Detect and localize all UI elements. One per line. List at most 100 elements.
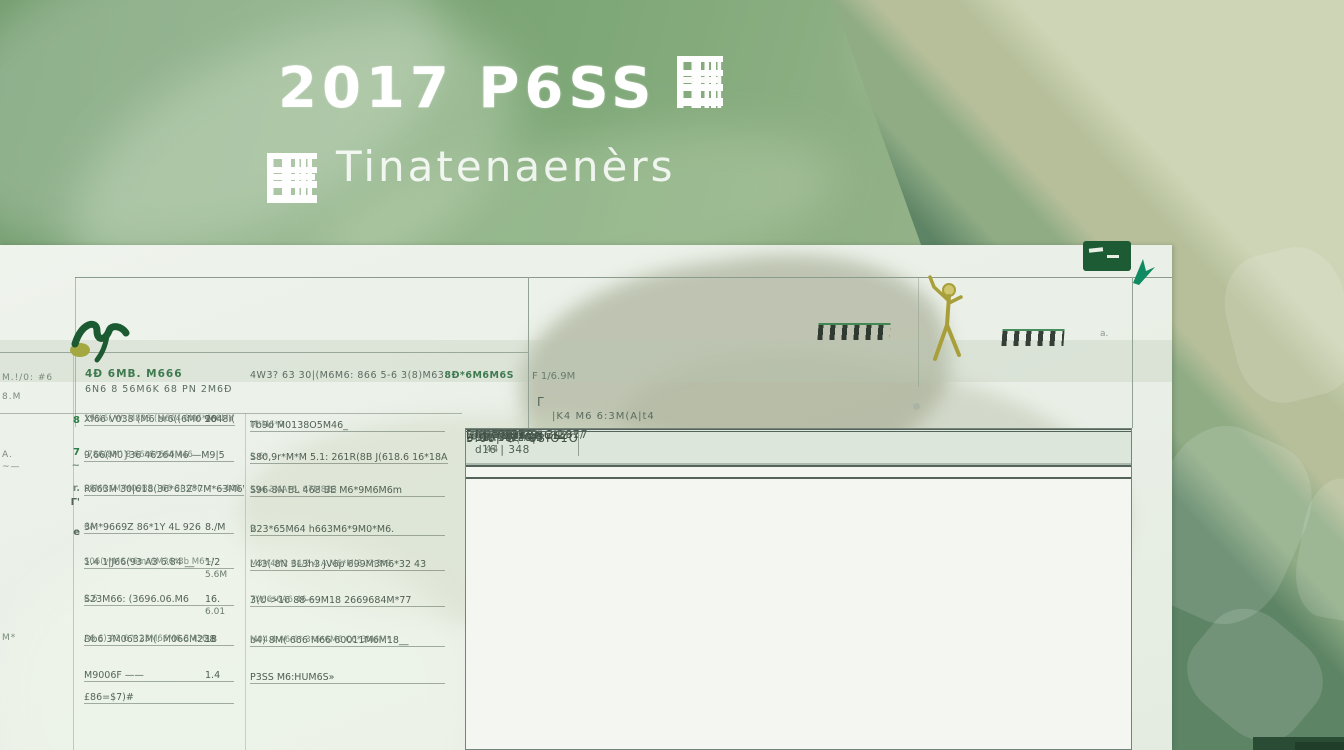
row-main-text: S80,9r*M*M 5.1: 261R(8B J(618.6 16*18A — [250, 452, 448, 464]
row-sub-text: M3M4M2 64/2 4 A M6*M(3 Xh3*9 — [250, 559, 392, 569]
row-marker: 7 — [73, 447, 80, 458]
row-main-text: b4) 8M( 666 M66 60011M6M18__ — [250, 635, 445, 647]
row-sub-text: M*M6*9 — [250, 420, 284, 430]
inner-table-cell: 4.3 — [488, 429, 506, 440]
row-sub-text: S06(v*M6 *6m*6M36*3b M6*-' — [84, 557, 215, 567]
inner-table-cell: 9F6. 44 — [485, 432, 509, 455]
row-sub-text: 9 — [250, 524, 256, 534]
title-year-text: 2017 P6SS — [278, 56, 657, 121]
page-title: 2017 P6SS — [278, 56, 723, 121]
column-divider — [918, 277, 919, 387]
glyph-cluster — [817, 323, 891, 340]
row-marker: r. — [72, 483, 80, 494]
left-table-header-line1: 4Ð 6MB. M666 — [85, 368, 183, 380]
inner-table-cell: 41-8 584 — [466, 429, 579, 441]
inner-table-row: 31..—(2#U d16 | 348 9F6. 44 3:00| G7 U8IO1… — [466, 429, 1131, 485]
left-strip-divider — [73, 352, 74, 750]
table-right-border — [1132, 277, 1133, 428]
row-main-text: L43(-8N 3L3h3 JV6p 699M3M6*32 43 — [250, 559, 445, 571]
header-divider-line — [0, 352, 528, 353]
inner-table-cell: U00/ 35/20|5 — [466, 432, 544, 444]
row-main-text: B23*65M64 h663M6*9M0*M6. — [250, 524, 445, 536]
row-value: 1.4 — [205, 670, 221, 681]
glyph-cluster — [1001, 329, 1065, 346]
column-header-note: F 1/6.9M — [532, 371, 576, 382]
inner-table-cell: 91265 38n 2.197/ — [478, 429, 585, 441]
mid-header-main: 4W3? 63 30|(M6M6: 866 5-6 3(8)M63 — [250, 370, 445, 381]
garbled-cjk-glyph — [676, 56, 723, 108]
row-value: 18 — [205, 634, 218, 645]
teal-arrow-icon — [1133, 259, 1155, 285]
left-table-header-line2: 6N6 8 56M6K 68 PN 2M6Ð — [85, 384, 233, 395]
green-scribble-logo — [70, 320, 130, 363]
inner-table-cell: UB| 378|7 — [466, 429, 526, 441]
row-sub-text: 8.6 — [84, 594, 98, 604]
inner-table-cell: 7H7h|8WENCIZ — [466, 429, 567, 441]
left-strip-item: 8.M — [2, 392, 22, 402]
table-top-border — [75, 277, 1172, 278]
column-header-mark: Γ — [537, 395, 544, 409]
column-header-sub: |K4 M6 6:3M(A|t4 — [552, 411, 655, 422]
document-panel: a. 4Ð 6MB. M666 6N6 8 56M6K 68 PN 2M6Ð 4… — [0, 231, 1172, 750]
row-main-text: 3M*9669Z 86*1Y 4L 926 — [84, 522, 234, 534]
row-sub-text: S8M6 (M/M09B5 }66 3( 98(: ✓ —448 — [84, 484, 241, 494]
inner-table-row: 41-8 584 4.3 |67|(ILSY| 8612 UB| 378|7 51.3 9… — [466, 429, 1131, 465]
subtitle-latin-text: Tinatenaenèrs — [336, 142, 676, 191]
inner-data-table: 9464 — 34894.UHY(Γ-011)94-18 — 90884.Lt.… — [465, 428, 1132, 750]
row-main-text: P3SS M6:HUM6S» — [250, 672, 445, 684]
row-main-text: £86=$7)# — [84, 692, 234, 704]
row-marker: 8 — [73, 415, 80, 426]
row-value: 8./M — [205, 522, 226, 533]
tiny-label: a. — [1100, 329, 1109, 339]
inner-table-cell: |67|(ILSY| 8612 — [466, 429, 569, 441]
row-sub-text: 7V66*6A6 46— — [250, 595, 315, 605]
row-main-text: R663M 30|618(36*63Z*7M*63M6W48 — [84, 484, 244, 496]
row-marker: e — [73, 527, 80, 538]
mid-header-accent: 8Ð*6M6M6S — [444, 370, 514, 381]
column-divider — [528, 277, 529, 477]
mid-table-header: 4W3? 63 30|(M6M6: 866 5-6 3(8)M63 8Ð*6M6… — [250, 370, 513, 382]
subheader-divider-line — [0, 413, 462, 414]
row-marker: Γ' — [70, 497, 80, 508]
inner-table-cell: 31..—(2#U d16 | 348 — [466, 432, 579, 456]
golfer-stick-figure — [928, 275, 963, 361]
row-main-text: Db6 3M0633M(. M066M238 — [84, 634, 234, 646]
inner-table-cell: 44% — [485, 429, 509, 440]
row-sub-text: 3 6* — [250, 452, 268, 462]
row-sub-text: (786(8M) 8 66*6*666M46 — [84, 450, 193, 460]
dark-green-logo-block — [1083, 241, 1131, 271]
left-strip-item: ~— — [2, 462, 21, 472]
small-dot — [913, 403, 920, 410]
row-main-text: 1.4 1|J66(93 A3 6.84 __ — [84, 557, 234, 569]
row-sub-text: 6A — [84, 522, 96, 532]
left-strip-item: A. — [2, 450, 13, 460]
row-value: 16. — [205, 594, 221, 605]
inner-table-cell: 2R 79c: 3# — [478, 432, 545, 444]
row-main-text: 9,66(M0}36 46264M6 —M9|5 — [84, 450, 234, 462]
column-divider — [245, 413, 246, 750]
left-strip-item: M* — [2, 633, 17, 643]
inner-table-cell: 311 8n 79: 34.857 — [478, 429, 589, 441]
left-strip-item: M.!/0: #6 — [2, 373, 54, 383]
row-main-text: M9006F —— — [84, 670, 234, 682]
row-main-text: S96-8N BL 468 BE M6*9M6M6m — [250, 485, 445, 497]
row-sub-text: 594 3MA*6. 67M823 — [250, 485, 337, 495]
bottom-dark-strip — [1295, 742, 1344, 750]
panel-header-band — [0, 340, 1172, 382]
row-value: 20 — [205, 414, 218, 425]
row-main-text: Tb9d M0138O5M46_ — [250, 420, 445, 432]
row-value-secondary: 6.01 — [205, 607, 226, 617]
row-sub-text: A6 6) A3 6 Y 23M66M6.3M36 — [84, 634, 208, 644]
row-sub-text: M04 4 A6 6* 3*6*6M6 C6*3M6M* — [250, 635, 391, 645]
page-subtitle: Tinatenaenèrs — [244, 142, 673, 203]
row-main-text: Xf66 V038 (M6 br6((6M0 9648I( — [84, 414, 235, 426]
row-marker: ~ — [71, 460, 80, 471]
row-value: 1/2 — [205, 557, 221, 568]
inner-table-cell: 3D... — [466, 432, 519, 444]
row-main-text: S23M66: (3696.06.M6 — [84, 594, 234, 606]
garbled-cjk-glyph — [267, 152, 317, 203]
row-main-text: 3(U->16 88-69M18 2669684M*77 — [250, 595, 445, 607]
row-value-secondary: 5.6M — [205, 570, 228, 580]
row-sub-text: 19%6( W: M838 (M664 6M6*6*6MY — [84, 414, 234, 424]
